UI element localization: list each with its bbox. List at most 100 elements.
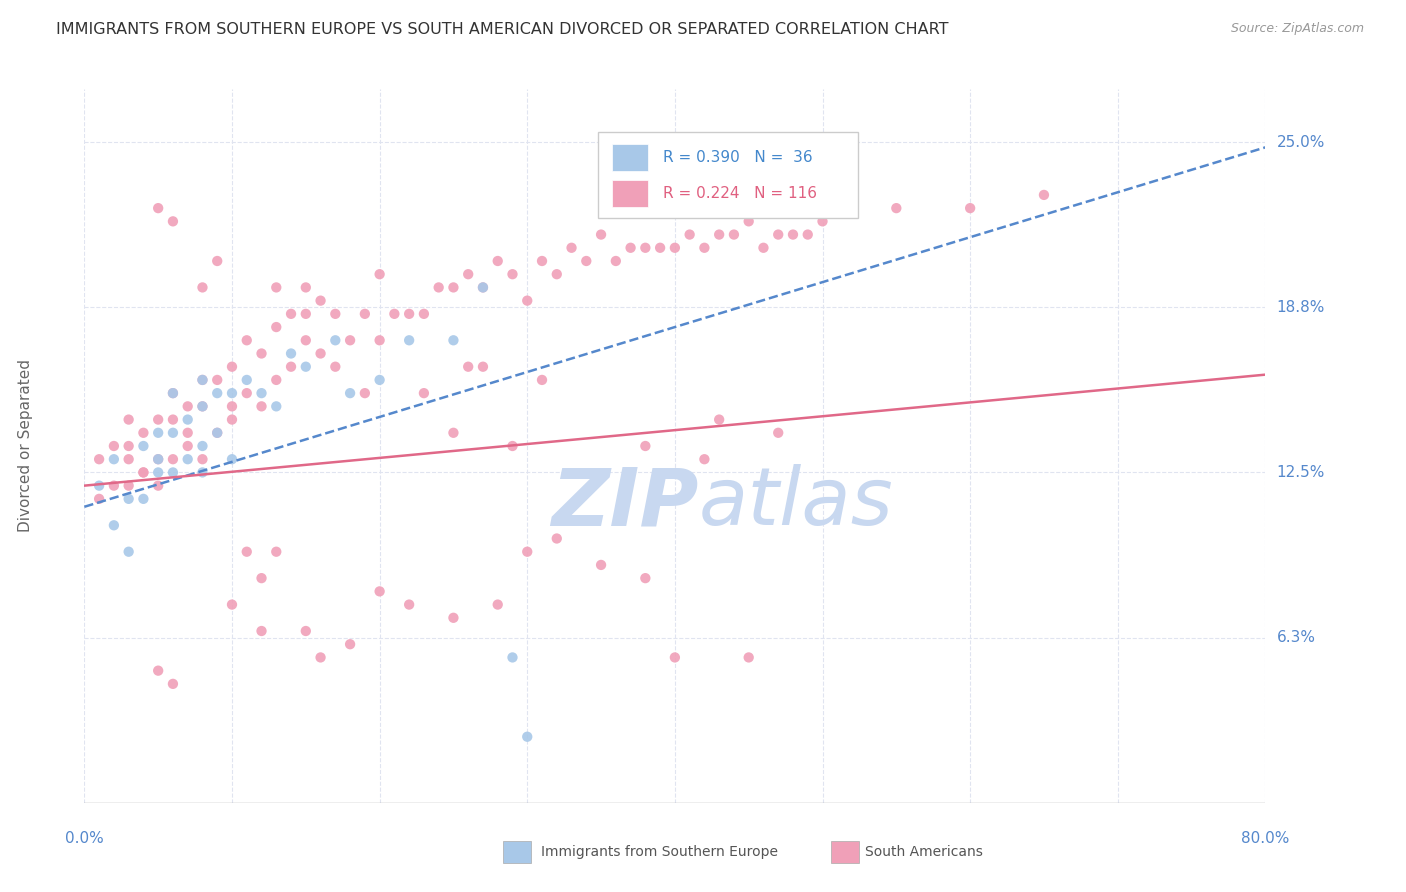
Point	[221, 386, 243, 401]
Point	[886, 201, 908, 215]
Point	[250, 386, 273, 401]
Point	[546, 532, 568, 546]
Point	[191, 280, 214, 294]
Point	[118, 478, 141, 492]
Point	[295, 359, 318, 374]
Text: Divorced or Separated: Divorced or Separated	[18, 359, 32, 533]
Point	[148, 466, 170, 480]
Point	[264, 545, 288, 559]
Point	[235, 373, 259, 387]
Point	[87, 491, 111, 506]
Point	[191, 373, 214, 387]
Point	[546, 267, 568, 281]
Point	[205, 254, 228, 268]
Point	[295, 333, 318, 347]
Point	[472, 280, 495, 294]
Point	[560, 241, 583, 255]
Point	[1032, 188, 1054, 202]
Point	[441, 280, 464, 294]
Point	[309, 650, 332, 665]
Text: 25.0%: 25.0%	[1277, 135, 1324, 150]
Text: R = 0.224   N = 116: R = 0.224 N = 116	[664, 186, 817, 201]
Bar	[612, 145, 648, 171]
Point	[221, 452, 243, 467]
Point	[235, 386, 259, 401]
Point	[368, 333, 391, 347]
Point	[177, 400, 200, 414]
Text: 80.0%: 80.0%	[1241, 830, 1289, 846]
Point	[191, 439, 214, 453]
Point	[162, 452, 184, 467]
Point	[323, 307, 347, 321]
Text: 0.0%: 0.0%	[65, 830, 104, 846]
Point	[132, 491, 155, 506]
Point	[354, 386, 377, 401]
Point	[177, 412, 200, 426]
Point	[162, 412, 184, 426]
Point	[591, 558, 613, 572]
Point	[191, 466, 214, 480]
Point	[118, 452, 141, 467]
Point	[516, 730, 538, 744]
Point	[575, 254, 598, 268]
Point	[472, 359, 495, 374]
Point	[235, 333, 259, 347]
Point	[118, 412, 141, 426]
Point	[678, 227, 700, 242]
Point	[398, 598, 420, 612]
Text: IMMIGRANTS FROM SOUTHERN EUROPE VS SOUTH AMERICAN DIVORCED OR SEPARATED CORRELAT: IMMIGRANTS FROM SOUTHERN EUROPE VS SOUTH…	[56, 22, 949, 37]
Point	[87, 452, 111, 467]
Point	[205, 425, 228, 440]
Point	[191, 400, 214, 414]
Point	[295, 280, 318, 294]
Point	[323, 359, 347, 374]
Point	[959, 201, 981, 215]
Point	[221, 400, 243, 414]
Point	[162, 386, 184, 401]
Point	[782, 227, 804, 242]
Point	[148, 201, 170, 215]
Bar	[612, 180, 648, 207]
Point	[441, 425, 464, 440]
Point	[191, 373, 214, 387]
Point	[752, 241, 775, 255]
Point	[148, 412, 170, 426]
Point	[162, 677, 184, 691]
Point	[738, 650, 761, 665]
Point	[132, 439, 155, 453]
Point	[427, 280, 450, 294]
Point	[221, 412, 243, 426]
Point	[591, 227, 613, 242]
Point	[148, 425, 170, 440]
Text: 18.8%: 18.8%	[1277, 300, 1324, 315]
Text: South Americans: South Americans	[865, 845, 983, 859]
Point	[486, 598, 509, 612]
Point	[501, 650, 523, 665]
Point	[87, 478, 111, 492]
Point	[132, 466, 155, 480]
Point	[530, 254, 553, 268]
Point	[664, 650, 686, 665]
Point	[221, 359, 243, 374]
Point	[148, 478, 170, 492]
Point	[634, 439, 657, 453]
Point	[162, 386, 184, 401]
Text: 12.5%: 12.5%	[1277, 465, 1324, 480]
Point	[709, 412, 731, 426]
Point	[280, 346, 302, 360]
Point	[693, 241, 716, 255]
Point	[250, 346, 273, 360]
Point	[235, 545, 259, 559]
Point	[205, 386, 228, 401]
Point	[118, 491, 141, 506]
Point	[768, 227, 790, 242]
Point	[530, 373, 553, 387]
Point	[457, 359, 479, 374]
Point	[132, 466, 155, 480]
Text: atlas: atlas	[699, 464, 893, 542]
Point	[191, 400, 214, 414]
Point	[177, 425, 200, 440]
Point	[205, 373, 228, 387]
Point	[368, 373, 391, 387]
Point	[205, 425, 228, 440]
